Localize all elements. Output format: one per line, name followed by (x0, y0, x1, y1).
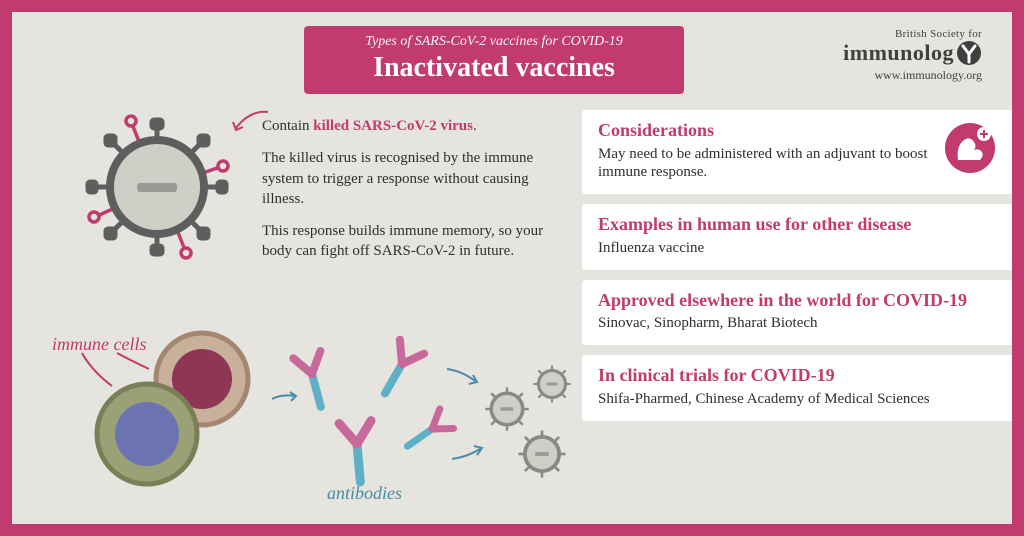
info-cards: Considerations May need to be administer… (582, 110, 1012, 421)
title-box: Types of SARS-CoV-2 vaccines for COVID-1… (304, 26, 684, 94)
card-title: Approved elsewhere in the world for COVI… (598, 290, 996, 311)
card-title: Examples in human use for other disease (598, 214, 996, 235)
outer-frame: Types of SARS-CoV-2 vaccines for COVID-1… (0, 0, 1024, 536)
description-p1: Contain killed SARS-CoV-2 virus. (262, 116, 552, 136)
immune-illustration: immune cells antibodies (52, 314, 572, 504)
muscle-boost-icon (944, 122, 996, 174)
card-body: Sinovac, Sinopharm, Bharat Biotech (598, 314, 996, 333)
card-examples: Examples in human use for other disease … (582, 204, 1012, 269)
description-p2: The killed virus is recognised by the im… (262, 148, 552, 209)
logo-top-text: British Society for (843, 28, 982, 40)
title-main: Inactivated vaccines (322, 52, 666, 84)
pointer-lines-icon (77, 351, 157, 391)
logo-url: www.immunology.org (843, 68, 982, 83)
virus-diagram (82, 112, 232, 262)
card-title: In clinical trials for COVID-19 (598, 365, 996, 386)
card-title: Considerations (598, 120, 996, 141)
card-body: May need to be administered with an adju… (598, 145, 996, 183)
antibodies-label: antibodies (327, 483, 402, 504)
title-subtitle: Types of SARS-CoV-2 vaccines for COVID-1… (322, 34, 666, 50)
card-approved: Approved elsewhere in the world for COVI… (582, 280, 1012, 345)
card-trials: In clinical trials for COVID-19 Shifa-Ph… (582, 355, 1012, 420)
content-panel: Types of SARS-CoV-2 vaccines for COVID-1… (12, 12, 1012, 524)
immune-cells-label: immune cells (52, 334, 157, 396)
virus-icon (82, 112, 232, 262)
logo-main-text: immunolog (843, 40, 982, 66)
description-p3: This response builds immune memory, so y… (262, 221, 552, 262)
card-body: Influenza vaccine (598, 239, 996, 258)
logo-y-icon (956, 40, 982, 66)
brand-logo: British Society for immunolog www.immuno… (843, 28, 982, 83)
description-text: Contain killed SARS-CoV-2 virus. The kil… (262, 116, 552, 274)
card-considerations: Considerations May need to be administer… (582, 110, 1012, 194)
card-body: Shifa-Pharmed, Chinese Academy of Medica… (598, 390, 996, 409)
